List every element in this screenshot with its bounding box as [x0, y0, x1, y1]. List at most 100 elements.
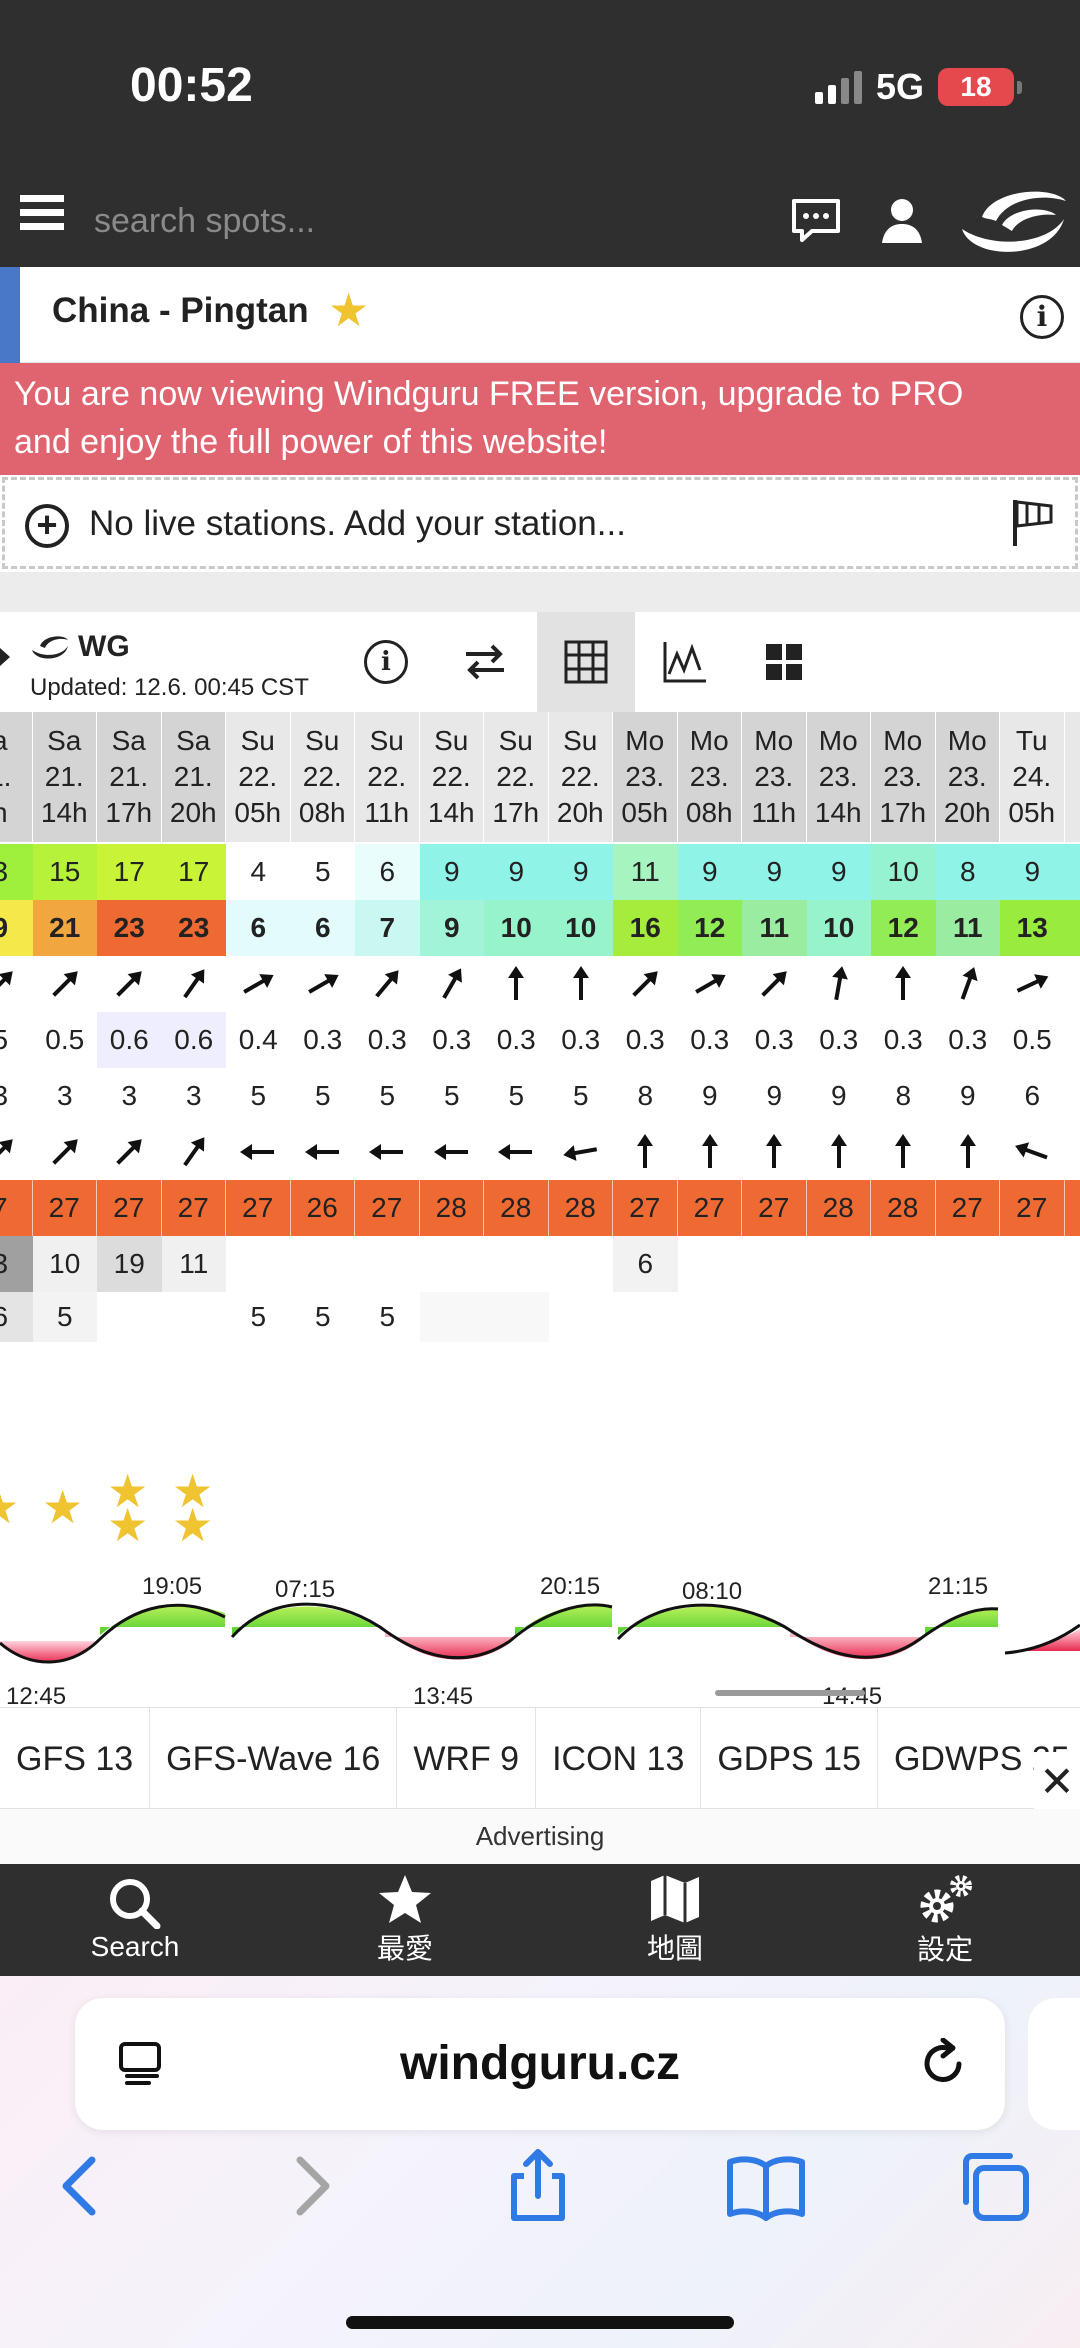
table-view-button[interactable]	[537, 612, 635, 712]
horizontal-scrollbar[interactable]	[715, 1690, 865, 1696]
bookmarks-icon[interactable]	[726, 2146, 806, 2226]
row-wind-direction	[0, 956, 1080, 1012]
info-icon: i	[364, 640, 408, 684]
tide-high-fill	[100, 1605, 225, 1635]
direction-arrow-icon	[1016, 974, 1049, 993]
temperature-cell: 7	[0, 1180, 33, 1236]
favorite-star-icon[interactable]: ★	[328, 284, 370, 336]
cloud-cover-cell	[677, 1236, 742, 1292]
windsock-flag-icon[interactable]	[1011, 496, 1055, 548]
cloud-cover-cell	[935, 1236, 1000, 1292]
live-stations-box[interactable]: + No live stations. Add your station...	[2, 477, 1078, 569]
date-header-cell: Sa 21. 20h	[161, 712, 226, 842]
back-icon[interactable]	[40, 2146, 120, 2226]
wind-direction-cell	[97, 956, 162, 1012]
search-input[interactable]: search spots...	[94, 202, 316, 240]
direction-arrow-icon	[766, 1134, 783, 1168]
date-header-date: 23.	[947, 761, 987, 792]
wg-logo-icon	[32, 636, 68, 659]
wave-direction-cell	[742, 1124, 807, 1180]
wave-height-cell: 0.3	[613, 1012, 678, 1068]
graph-view-button[interactable]	[636, 612, 734, 712]
tide-curve	[1004, 1623, 1080, 1655]
wind-gust-cell: 10	[806, 900, 871, 956]
date-header-date: 23.	[625, 761, 665, 792]
wind-speed-cell: 10	[871, 844, 936, 900]
precipitation-cell	[161, 1292, 226, 1342]
wind-gust-cell: 11	[742, 900, 807, 956]
tide-time: 14:45	[822, 1683, 883, 1710]
forward-icon[interactable]	[272, 2146, 352, 2226]
share-icon[interactable]	[498, 2146, 578, 2226]
wave-direction-cell	[1000, 1124, 1065, 1180]
swap-button[interactable]	[436, 612, 534, 712]
pro-upgrade-banner[interactable]: You are now viewing Windguru FREE versio…	[0, 363, 1080, 475]
date-header-date: 23.	[689, 761, 729, 792]
gears-icon	[920, 1875, 972, 1923]
wave-height-cell: 0.4	[226, 1012, 291, 1068]
add-station-icon[interactable]: +	[25, 504, 69, 548]
address-bar[interactable]: windguru.cz	[75, 1998, 1005, 2130]
date-header-hour: 14h	[814, 797, 862, 828]
tab-settings[interactable]: 設定	[810, 1864, 1080, 1976]
date-header-cell: Su 22. 14h	[419, 712, 484, 842]
reload-icon[interactable]	[919, 2038, 969, 2090]
search-icon	[110, 1879, 161, 1929]
expand-caret-icon[interactable]	[0, 648, 10, 666]
tab-map[interactable]: 地圖	[540, 1864, 810, 1976]
precipitation-cell	[677, 1292, 742, 1342]
date-header-cell: Mo 23. 17h	[871, 712, 936, 842]
wind-gust-cell: 6	[290, 900, 355, 956]
model-tab[interactable]: ICON 13	[536, 1708, 702, 1808]
next-tab-preview[interactable]	[1028, 1998, 1080, 2130]
tab-search[interactable]: Search	[0, 1864, 270, 1976]
row-wave-height: 5 0.5 0.6 0.6 0.4 0.3 0.3 0.3 0.3 0.3 0.3 0.3 0.3 0.3…	[0, 1012, 1080, 1068]
spot-info-icon[interactable]: i	[1020, 295, 1064, 339]
date-header-day: a	[0, 723, 8, 759]
precipitation-cell: 5	[290, 1292, 355, 1342]
wind-direction-cell	[484, 956, 549, 1012]
tide-time: 19:05	[142, 1573, 203, 1600]
tide-time: 07:15	[275, 1576, 336, 1603]
tiles-view-button[interactable]	[735, 612, 833, 712]
wave-period-cell: 3	[185, 1080, 202, 1111]
wind-gust-cell: 11	[935, 900, 1000, 956]
wind-speed-cell: 9	[742, 844, 807, 900]
date-header-day: Mo	[754, 725, 794, 756]
precipitation-cell	[806, 1292, 871, 1342]
tab-favorites[interactable]: 最愛	[270, 1864, 540, 1976]
wave-period-cell: 5	[572, 1080, 589, 1111]
model-tab[interactable]: GFS-Wave 16	[150, 1708, 398, 1808]
user-icon[interactable]	[874, 193, 930, 249]
precipitation-cell	[613, 1292, 678, 1342]
date-header-hour: h	[0, 795, 8, 831]
date-header-cell: Su 22. 05h	[226, 712, 291, 842]
wave-period-cell: 3	[121, 1080, 138, 1111]
model-tab[interactable]: GFS 13	[0, 1708, 151, 1808]
reader-mode-icon[interactable]	[117, 2042, 163, 2086]
tabs-icon[interactable]	[954, 2146, 1034, 2226]
rating-star-icon: ★	[42, 1481, 84, 1533]
wind-gust-cell: 9	[0, 900, 33, 956]
browser-chrome: windguru.cz	[0, 1976, 1080, 2348]
model-tab[interactable]: WRF 9	[397, 1708, 537, 1808]
forecast-info-button[interactable]: i	[337, 612, 435, 712]
wind-direction-cell	[936, 956, 1001, 1012]
date-header-cell: Mo 23. 14h	[806, 712, 871, 842]
swap-arrows-icon	[466, 644, 504, 680]
hamburger-menu-icon[interactable]	[20, 195, 64, 239]
date-header-day: Su	[240, 725, 275, 756]
windguru-logo-icon[interactable]	[952, 179, 1070, 265]
wave-height-cell: 0.5	[1000, 1012, 1065, 1068]
url-text[interactable]: windguru.cz	[400, 2037, 680, 2090]
direction-arrow-icon	[508, 966, 525, 1000]
close-ad-icon[interactable]: ✕	[1034, 1752, 1080, 1812]
direction-arrow-icon	[572, 966, 589, 1000]
direction-arrow-icon	[959, 1134, 976, 1168]
wind-gust-cell: 23	[97, 900, 162, 956]
model-tab[interactable]: GDPS 15	[701, 1708, 878, 1808]
chat-icon[interactable]	[788, 193, 844, 249]
wind-direction-cell	[33, 956, 98, 1012]
wind-gust-cell: 23	[161, 900, 226, 956]
